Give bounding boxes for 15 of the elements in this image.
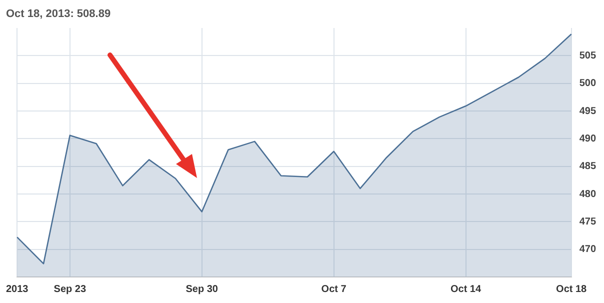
y-tick-label: 475 bbox=[579, 216, 596, 228]
y-tick-label: 505 bbox=[579, 50, 596, 62]
y-tick-label: 495 bbox=[579, 106, 596, 117]
chart-title: Oct 18, 2013: 508.89 bbox=[6, 8, 111, 20]
x-tick-label: Sep 23 bbox=[54, 284, 86, 295]
x-tick-label: Oct 14 bbox=[450, 284, 482, 295]
x-tick-label: Oct 18 bbox=[556, 284, 588, 295]
x-tick-label: Sep 30 bbox=[186, 284, 218, 295]
x-tick-label: 2013 bbox=[6, 284, 29, 295]
y-tick-label: 490 bbox=[579, 133, 596, 144]
y-tick-label: 485 bbox=[579, 161, 596, 172]
y-tick-label: 500 bbox=[579, 78, 596, 90]
y-tick-label: 470 bbox=[579, 244, 596, 256]
x-tick-label: Oct 7 bbox=[321, 284, 347, 295]
y-tick-label: 480 bbox=[579, 188, 596, 200]
